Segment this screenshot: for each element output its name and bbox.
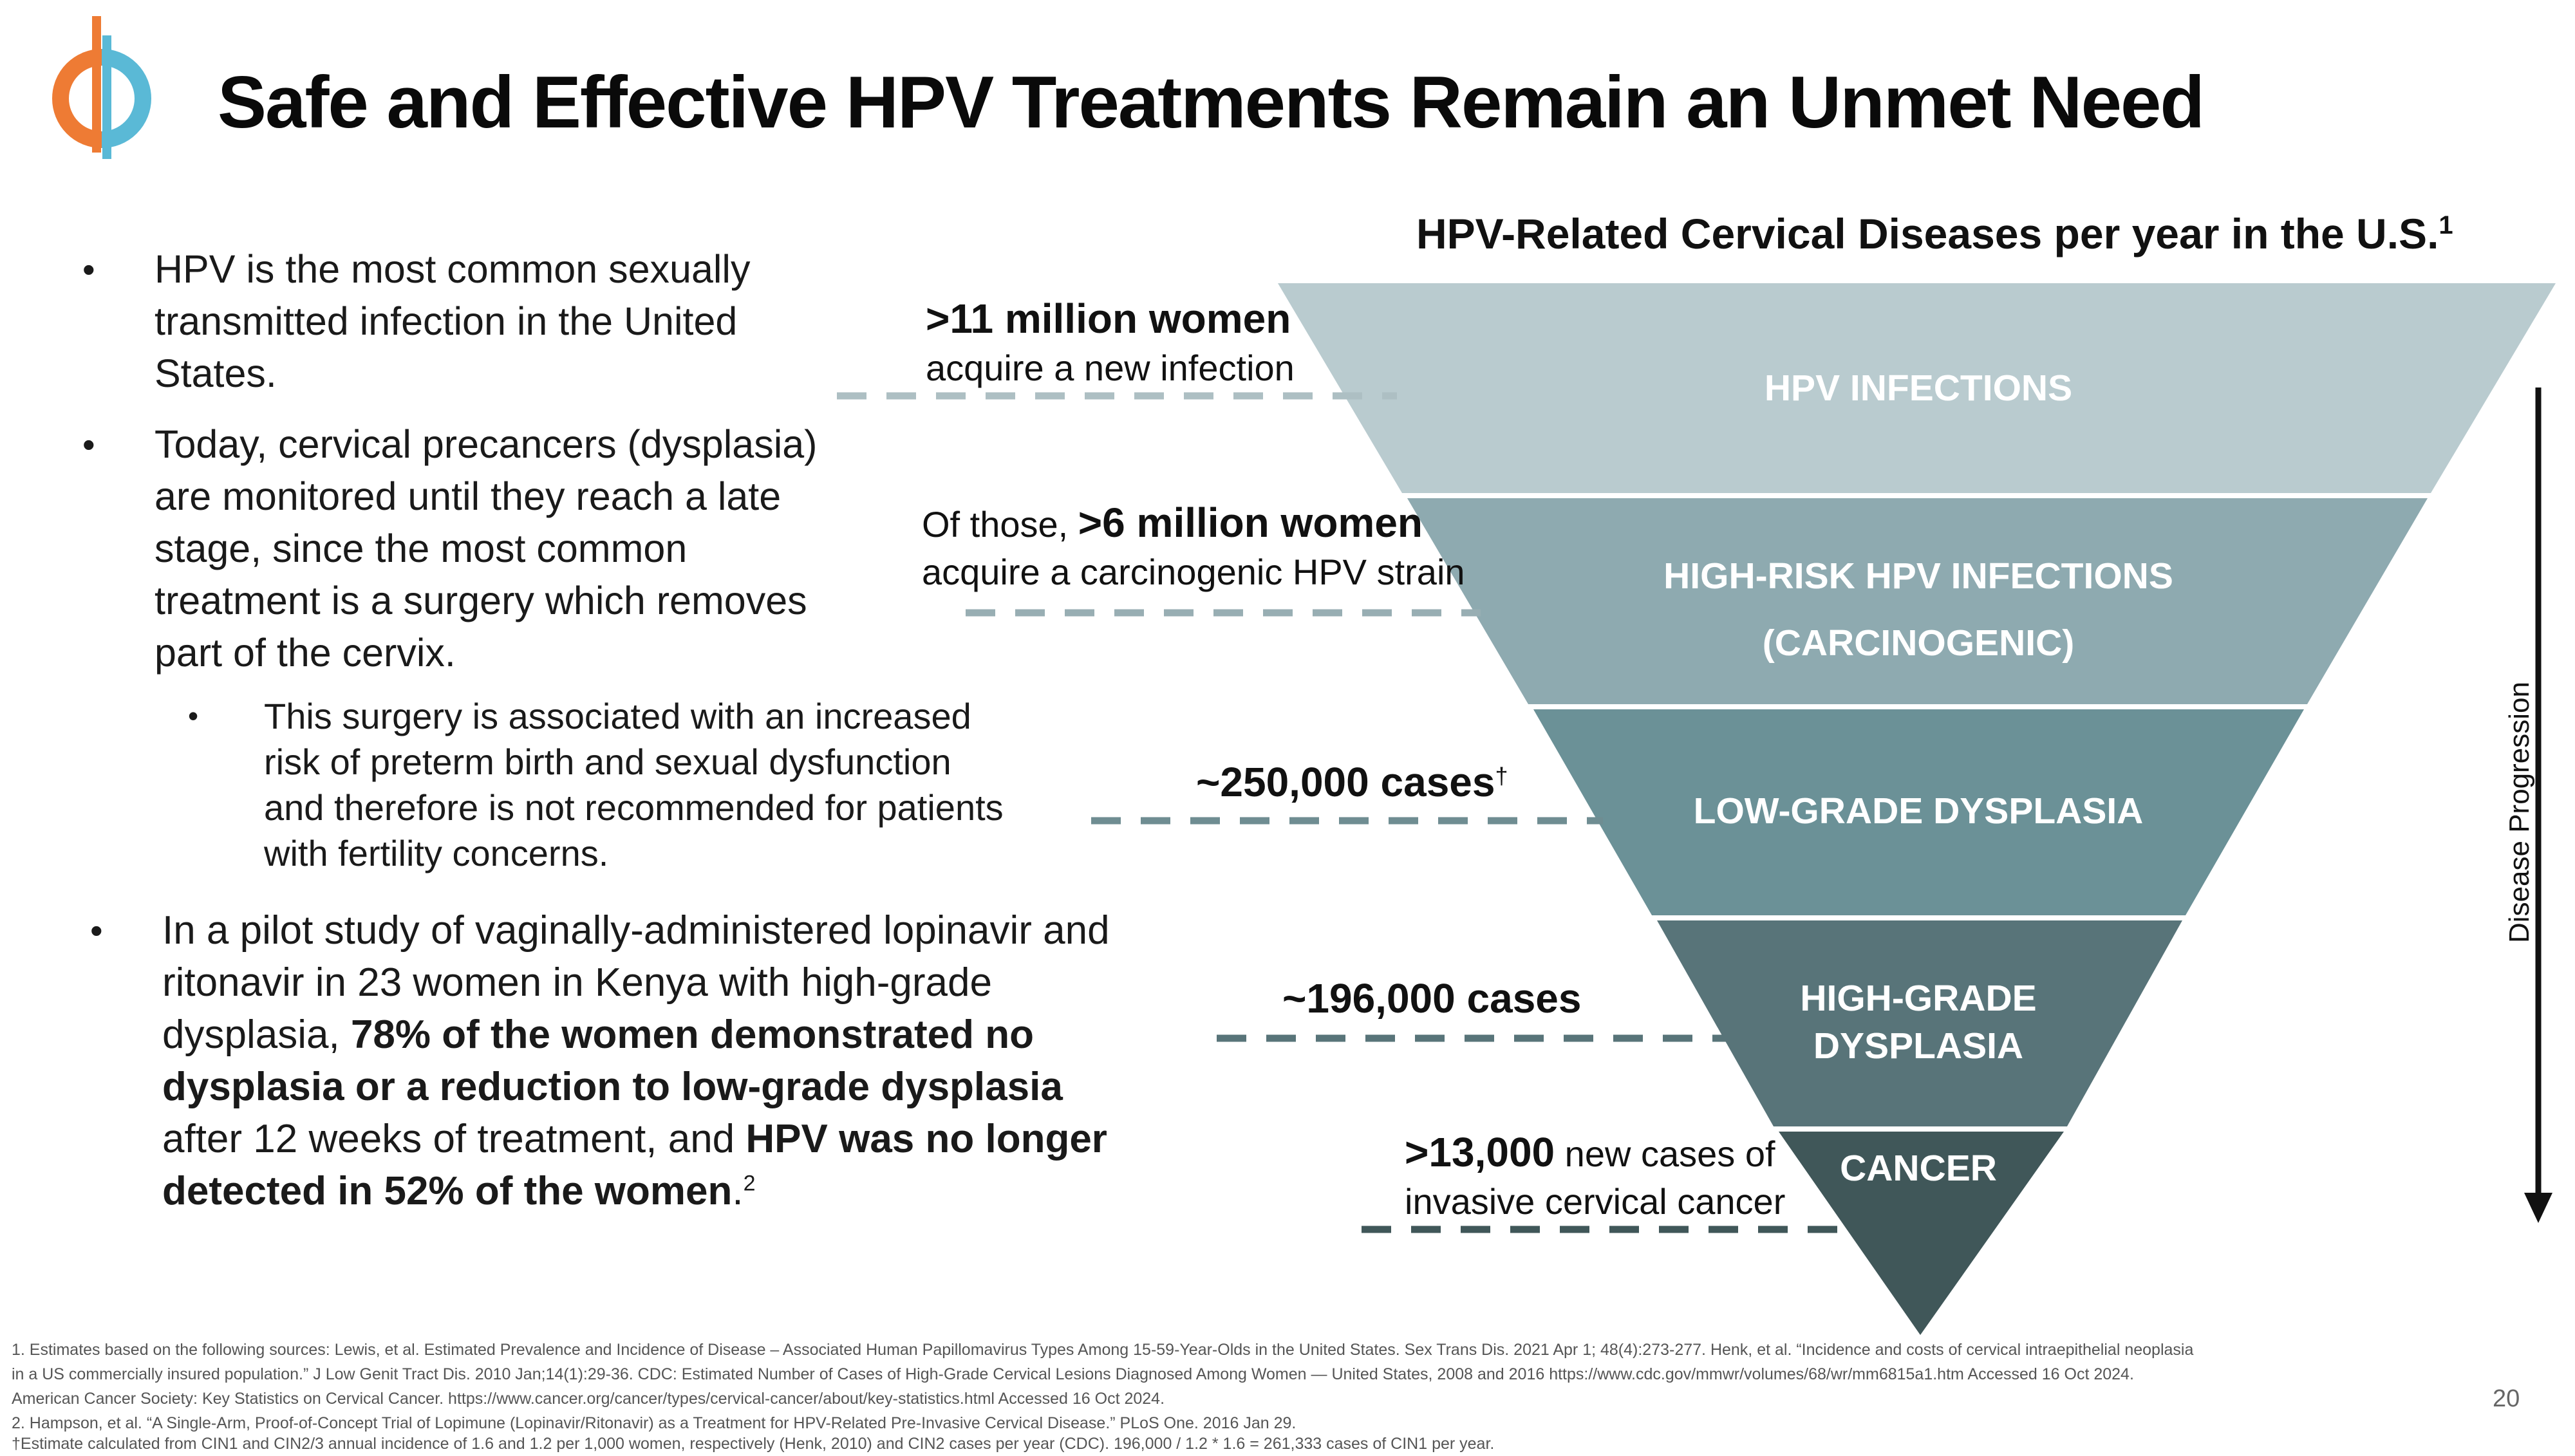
annotation-high-grade-cases: ~196,000 cases	[1282, 975, 1581, 1024]
funnel-level-high-risk-hpv	[1407, 498, 2428, 704]
funnel-label-low-grade: LOW-GRADE DYSPLASIA	[1596, 787, 2240, 835]
funnel-label-hpv-infections: HPV INFECTIONS	[1596, 364, 2240, 413]
funnel-label-line: HPV INFECTIONS	[1764, 368, 2073, 409]
funnel-label-line: HIGH-RISK HPV INFECTIONS	[1663, 555, 2173, 597]
footnote-1-line-1: 1. Estimates based on the following sour…	[12, 1341, 2194, 1359]
funnel-level-cancer	[1779, 1132, 2064, 1335]
chart-title-text: HPV-Related Cervical Diseases per year i…	[1416, 210, 2439, 257]
annotation-value: ~250,000 cases	[1196, 759, 1495, 805]
footnote-ref-2: 2	[743, 1171, 756, 1196]
logo-blue-stem	[102, 35, 111, 159]
annotation-text: acquire a new infection	[926, 348, 1295, 388]
funnel-label-line: LOW-GRADE DYSPLASIA	[1693, 790, 2144, 832]
annotation-carcinogenic: Of those, >6 million women acquire a carc…	[922, 499, 1465, 596]
annotation-value: >11 million women	[926, 295, 1291, 342]
chart-title: HPV-Related Cervical Diseases per year i…	[1416, 205, 2453, 263]
pilot-result-hpv: HPV was no longer detected in 52% of the…	[162, 1117, 1107, 1213]
funnel-label-cancer: CANCER	[1596, 1144, 2240, 1193]
disease-progression-label: Disease Progression	[2504, 682, 2535, 943]
funnel-label-line: (CARCINOGENIC)	[1762, 622, 2075, 664]
annotation-text: new cases of	[1555, 1134, 1775, 1174]
funnel-level-low-grade-dysplasia	[1533, 709, 2304, 915]
funnel-label-line: HIGH-GRADE	[1800, 978, 2037, 1019]
footnote-dagger: †Estimate calculated from CIN1 and CIN2/…	[12, 1435, 1495, 1453]
annotation-text: invasive cervical cancer	[1405, 1181, 1786, 1222]
annotation-cancer-cases: >13,000 new cases of invasive cervical ca…	[1405, 1128, 1785, 1226]
chart-title-footnote-ref: 1	[2439, 211, 2453, 239]
bullet-marker: •	[82, 424, 95, 465]
annotation-value: ~196,000 cases	[1282, 975, 1582, 1022]
bullet-marker: •	[90, 910, 103, 951]
page-title: Safe and Effective HPV Treatments Remain…	[218, 62, 2205, 144]
bullet-marker: •	[82, 249, 95, 290]
bullet-pilot-study: In a pilot study of vaginally-administer…	[162, 904, 1128, 1217]
annotation-value: >6 million women	[1078, 499, 1423, 546]
annotation-low-grade-cases: ~250,000 cases†	[1196, 758, 1508, 808]
footnote-2: 2. Hampson, et al. “A Single-Arm, Proof-…	[12, 1414, 1297, 1432]
logo-orange-stem	[92, 16, 101, 153]
funnel-label-line: CANCER	[1840, 1148, 1997, 1189]
pilot-text-1: In a pilot study of vaginally-administer…	[162, 908, 1110, 1057]
sub-bullet-marker: •	[188, 699, 199, 733]
bullet-precancer-monitoring: Today, cervical precancers (dysplasia) a…	[154, 422, 818, 675]
funnel-label-high-grade: HIGH-GRADE DYSPLASIA	[1596, 975, 2240, 1070]
progression-arrow-head	[2524, 1193, 2552, 1223]
annotation-dagger: †	[1495, 762, 1508, 789]
sub-bullet-surgery-risk: This surgery is associated with an incre…	[264, 696, 1004, 873]
funnel-label-high-risk-hpv: HIGH-RISK HPV INFECTIONS (CARCINOGENIC)	[1596, 543, 2240, 677]
bullet-hpv-common: HPV is the most common sexually transmit…	[154, 247, 751, 395]
company-logo	[52, 16, 151, 159]
annotation-new-infections: >11 million women acquire a new infection	[926, 295, 1295, 392]
annotation-text: acquire a carcinogenic HPV strain	[922, 552, 1465, 592]
pilot-result-dysplasia: 78% of the women demonstrated no dysplas…	[162, 1013, 1063, 1109]
funnel-label-line: DYSPLASIA	[1813, 1025, 2024, 1067]
funnel-level-high-grade-dysplasia	[1657, 920, 2182, 1126]
annotation-value: >13,000	[1405, 1129, 1555, 1175]
pilot-text-2: after 12 weeks of treatment, and	[162, 1117, 746, 1161]
pilot-text-3: .	[732, 1169, 744, 1213]
annotation-prefix: Of those,	[922, 504, 1078, 545]
logo-orange-arc	[52, 49, 102, 148]
footnote-1-line-2: in a US commercially insured population.…	[12, 1365, 2134, 1383]
logo-blue-arc	[101, 49, 151, 148]
page-number: 20	[2493, 1385, 2520, 1412]
footnote-1-line-3: American Cancer Society: Key Statistics …	[12, 1390, 1165, 1408]
funnel-level-hpv-infections	[1278, 283, 2556, 493]
